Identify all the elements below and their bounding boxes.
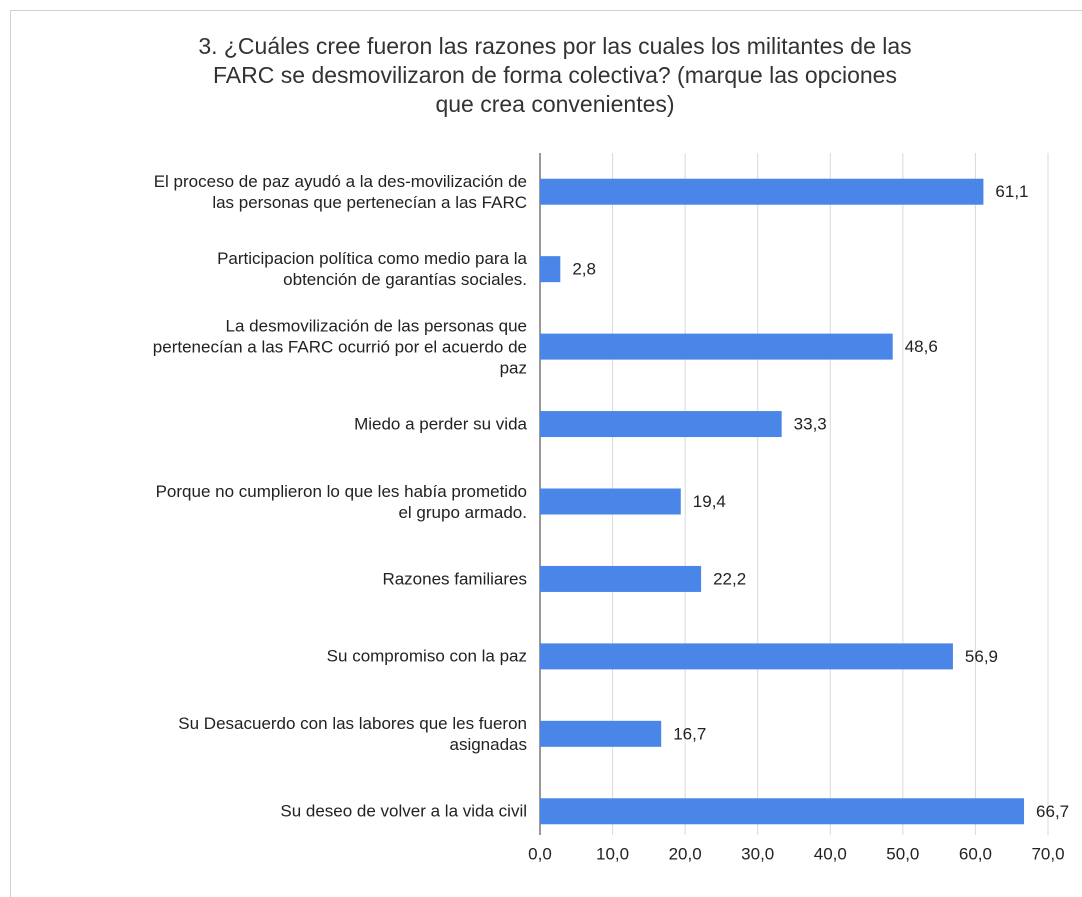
bar [540, 643, 953, 670]
data-label: 48,6 [905, 337, 938, 356]
data-label: 66,7 [1036, 802, 1069, 821]
data-label: 61,1 [995, 182, 1028, 201]
y-tick-label: Razones familiares [382, 569, 527, 589]
bar [540, 798, 1025, 825]
bar [540, 720, 662, 747]
x-tick-label: 30,0 [741, 844, 774, 863]
bar [540, 488, 681, 515]
data-label: 33,3 [794, 415, 827, 434]
y-tick-label: Participacion política como medio para l… [217, 249, 527, 290]
bar [540, 411, 782, 438]
x-tick-label: 50,0 [886, 844, 919, 863]
chart-frame [10, 10, 1082, 897]
y-tick-label: Porque no cumplieron lo que les había pr… [155, 481, 527, 522]
bar [540, 565, 702, 592]
y-tick-label: Su Desacuerdo con las labores que les fu… [178, 713, 527, 754]
y-tick-label: El proceso de paz ayudó a la des-moviliz… [153, 171, 527, 212]
x-tick-label: 60,0 [959, 844, 992, 863]
y-tick-label: Su deseo de volver a la vida civil [280, 801, 527, 821]
y-tick-label: Su compromiso con la paz [326, 646, 527, 666]
x-tick-label: 10,0 [596, 844, 629, 863]
bar [540, 178, 984, 205]
x-tick-label: 0,0 [528, 844, 552, 863]
chart-title: 3. ¿Cuáles cree fueron las razones por l… [198, 33, 912, 117]
data-label: 22,2 [713, 569, 746, 588]
data-label: 16,7 [673, 724, 706, 743]
data-label: 56,9 [965, 647, 998, 666]
data-label: 19,4 [693, 492, 726, 511]
x-tick-label: 40,0 [814, 844, 847, 863]
x-tick-label: 20,0 [669, 844, 702, 863]
y-tick-label: La desmovilización de las personas que p… [152, 316, 527, 378]
data-label: 2,8 [572, 260, 596, 279]
y-tick-label: Miedo a perder su vida [354, 414, 527, 434]
bar [540, 256, 561, 283]
bar [540, 333, 893, 360]
x-tick-label: 70,0 [1031, 844, 1064, 863]
